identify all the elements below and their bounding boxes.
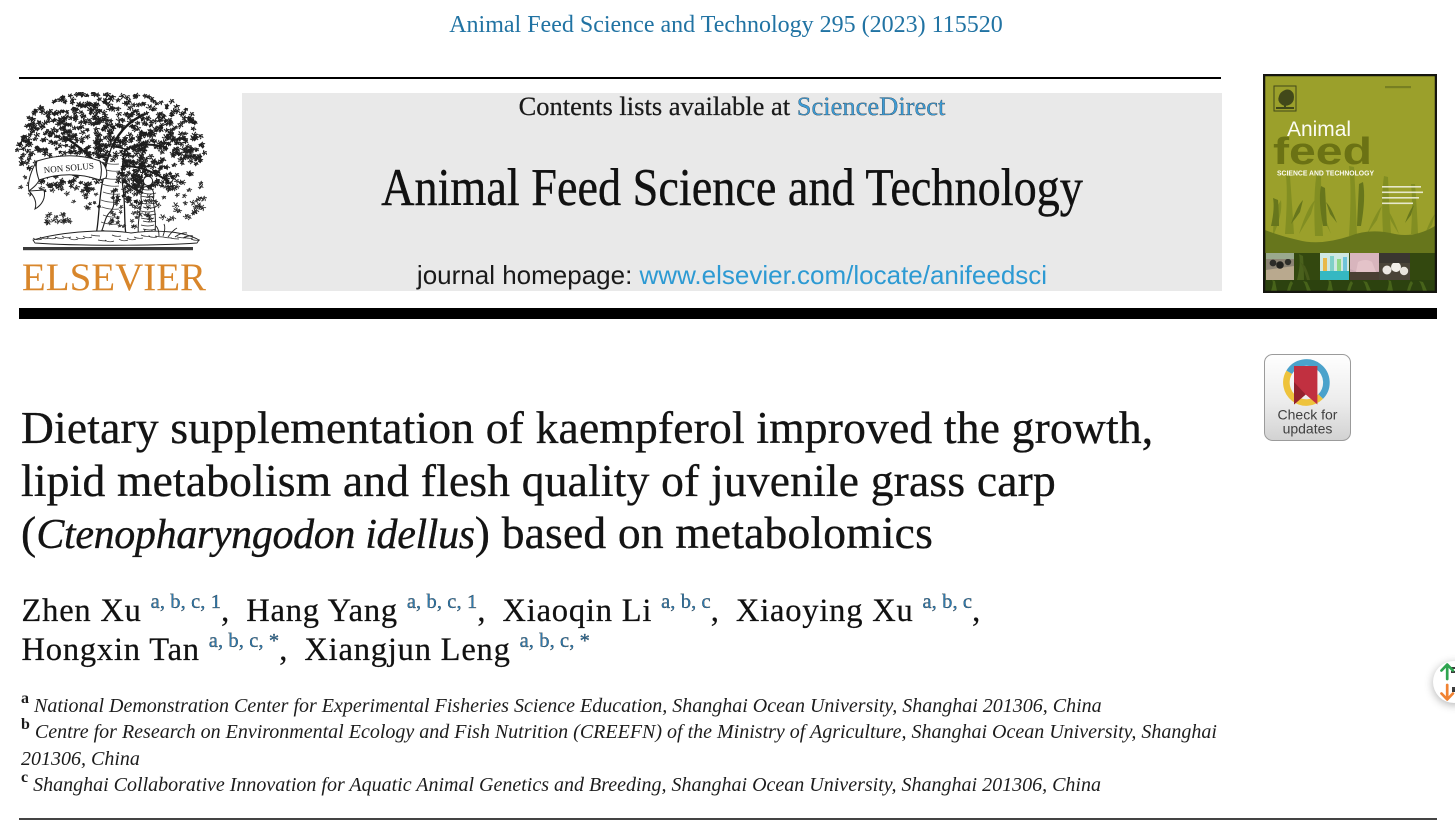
- svg-text:Animal: Animal: [1287, 117, 1351, 141]
- svg-text:Check for: Check for: [1278, 407, 1338, 423]
- svg-text:NON SOLUS: NON SOLUS: [43, 161, 94, 175]
- svg-text:updates: updates: [1283, 421, 1333, 437]
- svg-text:SCIENCE AND TECHNOLOGY: SCIENCE AND TECHNOLOGY: [1277, 168, 1374, 177]
- svg-text:feed: feed: [1273, 131, 1372, 173]
